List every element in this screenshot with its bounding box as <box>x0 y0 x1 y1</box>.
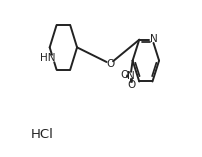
Text: N: N <box>127 71 134 81</box>
Text: HN: HN <box>40 54 56 63</box>
Text: O: O <box>119 70 127 80</box>
Text: O: O <box>126 80 135 90</box>
Text: HCl: HCl <box>31 128 54 141</box>
Text: N: N <box>149 34 157 44</box>
Text: O: O <box>105 59 114 69</box>
